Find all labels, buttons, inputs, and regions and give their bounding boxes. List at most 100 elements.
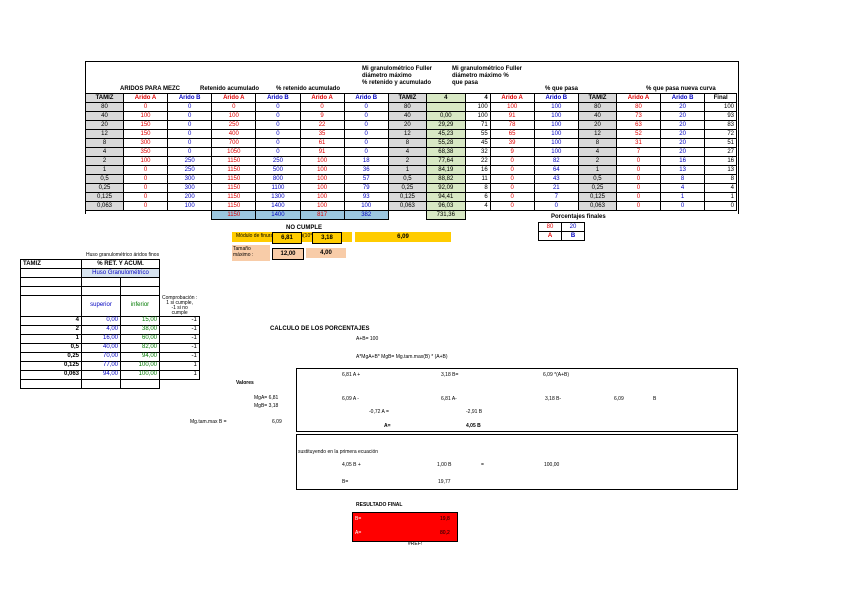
huso-label-row: Huso Granulométrico [20, 268, 200, 278]
table-cell: 0 [704, 201, 737, 211]
superior-label: superior [81, 295, 121, 317]
table-cell: 0 [166, 147, 213, 157]
table-cell: 4 [659, 183, 706, 193]
huso-superior-cell: 40,00 [81, 342, 121, 353]
table-cell: 150 [123, 120, 168, 130]
table-cell: 1400 [255, 201, 301, 211]
table-cell: 1150 [211, 201, 257, 211]
table-cell: 1150 [211, 192, 257, 202]
table-cell: 0 [166, 129, 213, 139]
table-cell: 7 [615, 147, 661, 157]
table-cell: 0 [615, 192, 661, 202]
column-header: TAMIZ [387, 93, 427, 103]
huso-tamiz-cell: 0,25 [20, 351, 82, 362]
huso-superior-cell: 77,00 [81, 360, 121, 371]
table-cell: 35 [299, 129, 345, 139]
column-header: Arido A [489, 93, 535, 103]
table-cell: 0 [123, 201, 168, 211]
sys-r4-b: 4,05 B [466, 423, 481, 429]
table-cell: 1 [84, 165, 125, 175]
table-cell: 0,25 [577, 183, 617, 193]
table-cell: 91 [489, 111, 535, 121]
huso-check-cell: -1 [159, 342, 200, 353]
huso-superior-cell: 0,00 [81, 315, 121, 326]
empty-cell [20, 286, 82, 296]
table-cell: 0,125 [577, 192, 617, 202]
table-cell: 4 [84, 147, 125, 157]
table-cell: 20 [659, 102, 706, 112]
huso-tamiz-header: TAMIZ [20, 259, 82, 269]
huso-superior-cell: 4,00 [81, 324, 121, 335]
sys-r4-a: A= [384, 423, 391, 429]
empty-cell [81, 277, 121, 287]
table-cell: 51 [704, 138, 737, 148]
table-cell: 1150 [211, 174, 257, 184]
table-cell: 8 [577, 138, 617, 148]
table-cell: 80 [577, 102, 617, 112]
table-cell: 88,82 [425, 174, 466, 184]
sys-r2-d: 6,09 [614, 396, 624, 402]
table-cell: 52 [615, 129, 661, 139]
table-cell: 0,00 [425, 111, 466, 121]
resultado-title: RESULTADO FINAL [356, 502, 403, 508]
column-header: Arido B [659, 93, 706, 103]
table-cell: 100 [211, 111, 257, 121]
table-cell: 0 [166, 102, 213, 112]
sys-r1-c: 6,09 *(A+B) [543, 372, 569, 378]
nueva-curva-header: % que pasa nueva curva [646, 86, 716, 92]
table-cell: 100 [123, 156, 168, 166]
table-cell: 0,5 [387, 174, 427, 184]
table-cell: 0 [489, 174, 535, 184]
column-header: Arido A [615, 93, 661, 103]
huso-inferior-cell: 15,00 [120, 315, 160, 326]
table-row: 0,25 0 300 1150 1100 100 79 0,25 92,09 8 0 21 0,25 0 4… [84, 183, 737, 193]
table-cell: 100 [464, 111, 491, 121]
sust-box [296, 434, 738, 490]
table-cell: 100 [533, 111, 579, 121]
sust-c: 100,00 [544, 462, 560, 468]
table-cell: 93 [343, 192, 389, 202]
table-cell: 1100 [255, 183, 301, 193]
pf-a-label: A [538, 231, 562, 241]
table-cell: 150 [123, 129, 168, 139]
huso-sub-header-row: superior inferior Comprobación : 1 si cump… [20, 294, 200, 317]
table-row: 8 300 0 700 0 61 0 8 55,28 45 39 100 8 31 20 51 [84, 138, 737, 148]
table-cell: 100 [299, 156, 345, 166]
huso-inferior-cell: 100,00 [120, 360, 160, 371]
table-cell: 20 [659, 111, 706, 121]
table-cell: 20 [387, 120, 427, 130]
table-cell: 100 [299, 183, 345, 193]
sust-b: 1,00 B [437, 462, 452, 468]
huso-check-cell: -1 [159, 333, 200, 344]
table-cell: 72 [704, 129, 737, 139]
table-cell: 80 [387, 102, 427, 112]
total-cell: 1400 [255, 210, 301, 220]
table-cell: 7 [533, 192, 579, 202]
table-cell: 300 [166, 174, 213, 184]
huso-inferior-cell: 100,00 [120, 369, 160, 380]
column-header: Arido B [255, 93, 301, 103]
res-a-label: A= [355, 530, 362, 536]
table-cell: 16 [704, 156, 737, 166]
table-cell: 20 [84, 120, 125, 130]
table-cell: 1050 [211, 147, 257, 157]
empty-cell [20, 295, 82, 317]
empty-cell [81, 286, 121, 296]
huso-check-cell: 1 [159, 369, 200, 380]
huso-superior-cell: 94,00 [81, 369, 121, 380]
huso-blank-row [20, 286, 200, 296]
table-row: 0,125 0 200 1150 1300 100 93 0,125 94,41 6 0 7 0,125… [84, 192, 737, 202]
table-cell: 0 [123, 102, 168, 112]
table-cell: 9 [489, 147, 535, 157]
table-cell: 100 [299, 165, 345, 175]
sust-title: sustituyendo en la primera ecuación [298, 449, 379, 455]
table-cell: 40 [84, 111, 125, 121]
huso-granulometrico-label: Huso Granulométrico [81, 268, 160, 278]
comprobacion-label: Comprobación : 1 si cumple, -1 si no cum… [162, 294, 198, 316]
table-cell: 100 [533, 147, 579, 157]
calc-eq1: A+B= 100 [356, 336, 379, 342]
table-cell: 22 [299, 120, 345, 130]
table-cell: 0,063 [577, 201, 617, 211]
table-cell: 63 [615, 120, 661, 130]
mgtam-value: 6,09 [272, 419, 282, 425]
